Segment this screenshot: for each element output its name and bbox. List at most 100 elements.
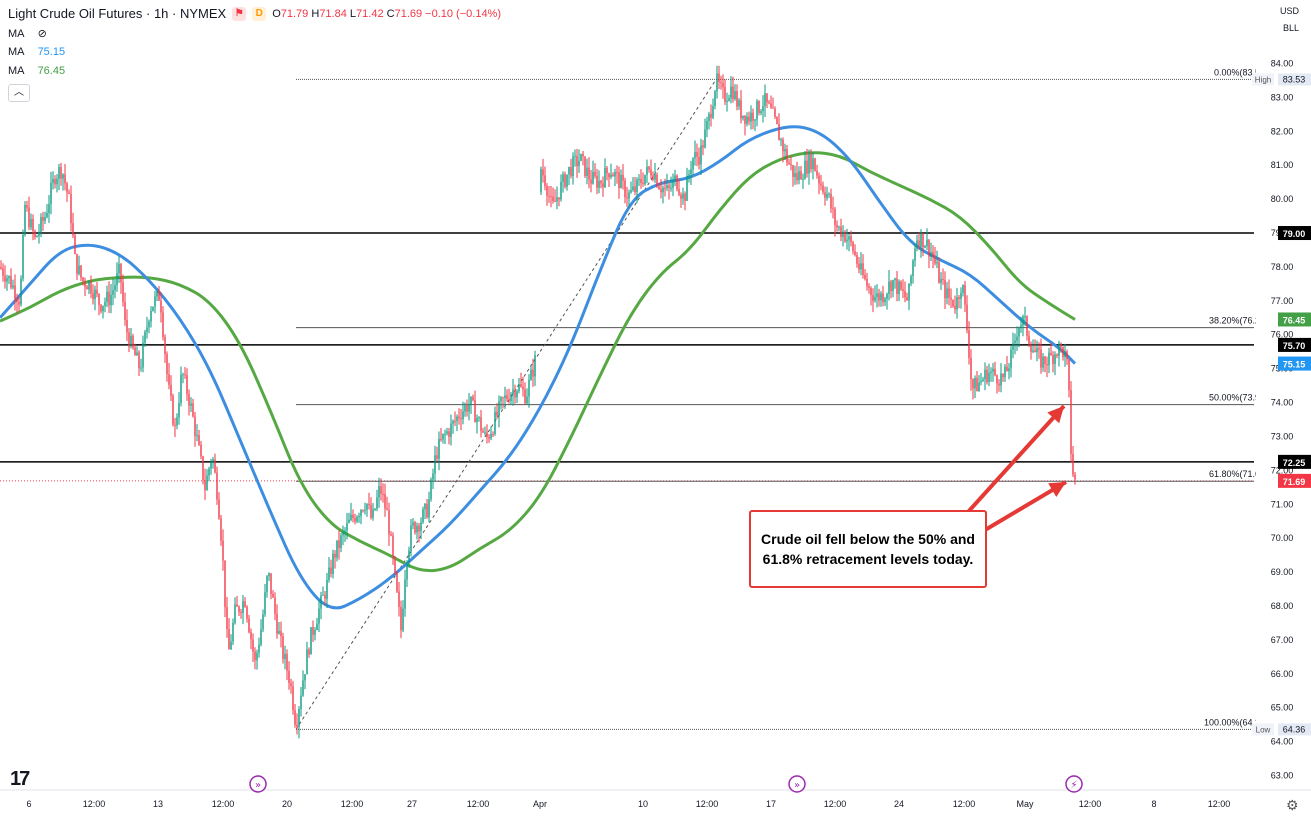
indicator-ma-3[interactable]: MA 76.45 — [8, 65, 66, 77]
candle-body — [680, 194, 682, 199]
candle-body — [942, 278, 944, 280]
collapse-legend-button[interactable]: ︿ — [8, 84, 30, 102]
candle-body — [1064, 351, 1066, 358]
candle-body — [560, 181, 562, 200]
candle-body — [682, 193, 684, 199]
candle-body — [688, 174, 690, 176]
candle-body — [192, 403, 194, 417]
candle-body — [466, 405, 468, 412]
fast-forward-icon — [788, 775, 806, 793]
candle-body — [158, 290, 160, 301]
candle-body — [856, 255, 858, 264]
candle-body — [668, 185, 670, 188]
candle-body — [468, 404, 470, 412]
candle-body — [636, 179, 638, 192]
candle-body — [1030, 344, 1032, 352]
candle-body — [380, 486, 382, 494]
candle-body — [554, 201, 556, 203]
candle-body — [240, 612, 242, 614]
candle-body — [200, 444, 202, 457]
candle-body — [1000, 373, 1002, 386]
candle-body — [1014, 340, 1016, 344]
candle-body — [810, 154, 812, 169]
candle-body — [418, 525, 420, 532]
candle-body — [184, 374, 186, 376]
candle-body — [854, 251, 856, 256]
candle-body — [760, 111, 762, 114]
currency-label[interactable]: USD — [1279, 6, 1299, 16]
candle-body — [440, 439, 442, 441]
candle-body — [254, 651, 256, 661]
candle-body — [188, 394, 190, 406]
symbol-title[interactable]: Light Crude Oil Futures · 1h · NYMEX — [8, 6, 227, 21]
candle-body — [360, 510, 362, 516]
candle-body — [920, 233, 922, 247]
candle-body — [616, 172, 618, 174]
candle-body — [776, 117, 778, 124]
candle-body — [640, 178, 642, 183]
candle-body — [590, 179, 592, 184]
candle-body — [242, 601, 244, 613]
candle-body — [936, 262, 938, 264]
candle-body — [236, 604, 238, 607]
candle-body — [1032, 350, 1034, 352]
candle-body — [594, 171, 596, 176]
lightning-icon — [1065, 775, 1083, 793]
eye-off-icon[interactable]: ⊘ — [37, 28, 47, 40]
candle-body — [614, 172, 616, 177]
fibonacci-retracement: 0.00%(83.53) 38.20%(76.21) 50.00%(73.94) 61… — [295, 67, 1268, 730]
candle-body — [618, 172, 620, 189]
candle-body — [1062, 347, 1064, 358]
candle-body — [1072, 454, 1074, 475]
level-tag-label: 75.70 — [1283, 341, 1306, 351]
candle-body — [972, 379, 974, 389]
candle-body — [84, 281, 86, 287]
candle-body — [260, 629, 262, 645]
annotation-arrows — [966, 404, 1068, 532]
candle-body — [152, 306, 154, 311]
candle-body — [848, 236, 850, 240]
candle-body — [218, 499, 220, 519]
candle-body — [764, 93, 766, 107]
candle-body — [752, 112, 754, 121]
flag-icon[interactable]: ⚑ — [232, 6, 247, 21]
candle-body — [820, 183, 822, 186]
candle-body — [212, 459, 214, 462]
candle-body — [800, 171, 802, 180]
unit-label[interactable]: BLL — [1282, 23, 1299, 33]
candle-body — [890, 281, 892, 292]
candle-body — [548, 195, 550, 197]
candle-body — [686, 175, 688, 201]
x-tick-label: 12:00 — [953, 799, 976, 809]
gear-icon[interactable]: ⚙ — [1286, 797, 1299, 813]
tradingview-logo[interactable]: 17 — [10, 768, 30, 790]
fib-axis-price-bg — [1278, 723, 1311, 736]
indicator-ma-2[interactable]: MA 75.15 — [8, 46, 66, 58]
y-tick-label: 70.00 — [1271, 533, 1294, 543]
candle-body — [884, 298, 886, 303]
candle-body — [438, 439, 440, 459]
candle-body — [336, 540, 338, 558]
candle-body — [744, 115, 746, 124]
candle-body — [50, 182, 52, 205]
candle-body — [422, 509, 424, 523]
candle-body — [734, 91, 736, 100]
candle-body — [54, 178, 56, 185]
indicator-ma-1[interactable]: MA ⊘ — [8, 28, 47, 40]
candle-body — [850, 236, 852, 243]
candle-body — [872, 295, 874, 301]
candle-body — [520, 383, 522, 387]
candle-body — [824, 192, 826, 198]
candle-body — [1048, 352, 1050, 366]
candle-body — [122, 282, 124, 302]
candle-body — [988, 372, 990, 383]
dividend-icon[interactable]: D — [252, 6, 267, 21]
candle-body — [582, 153, 584, 157]
candle-body — [768, 102, 770, 104]
candle-body — [288, 670, 290, 683]
candle-body — [410, 525, 412, 551]
candle-body — [154, 296, 156, 307]
candle-body — [258, 644, 260, 653]
candle-body — [750, 112, 752, 122]
